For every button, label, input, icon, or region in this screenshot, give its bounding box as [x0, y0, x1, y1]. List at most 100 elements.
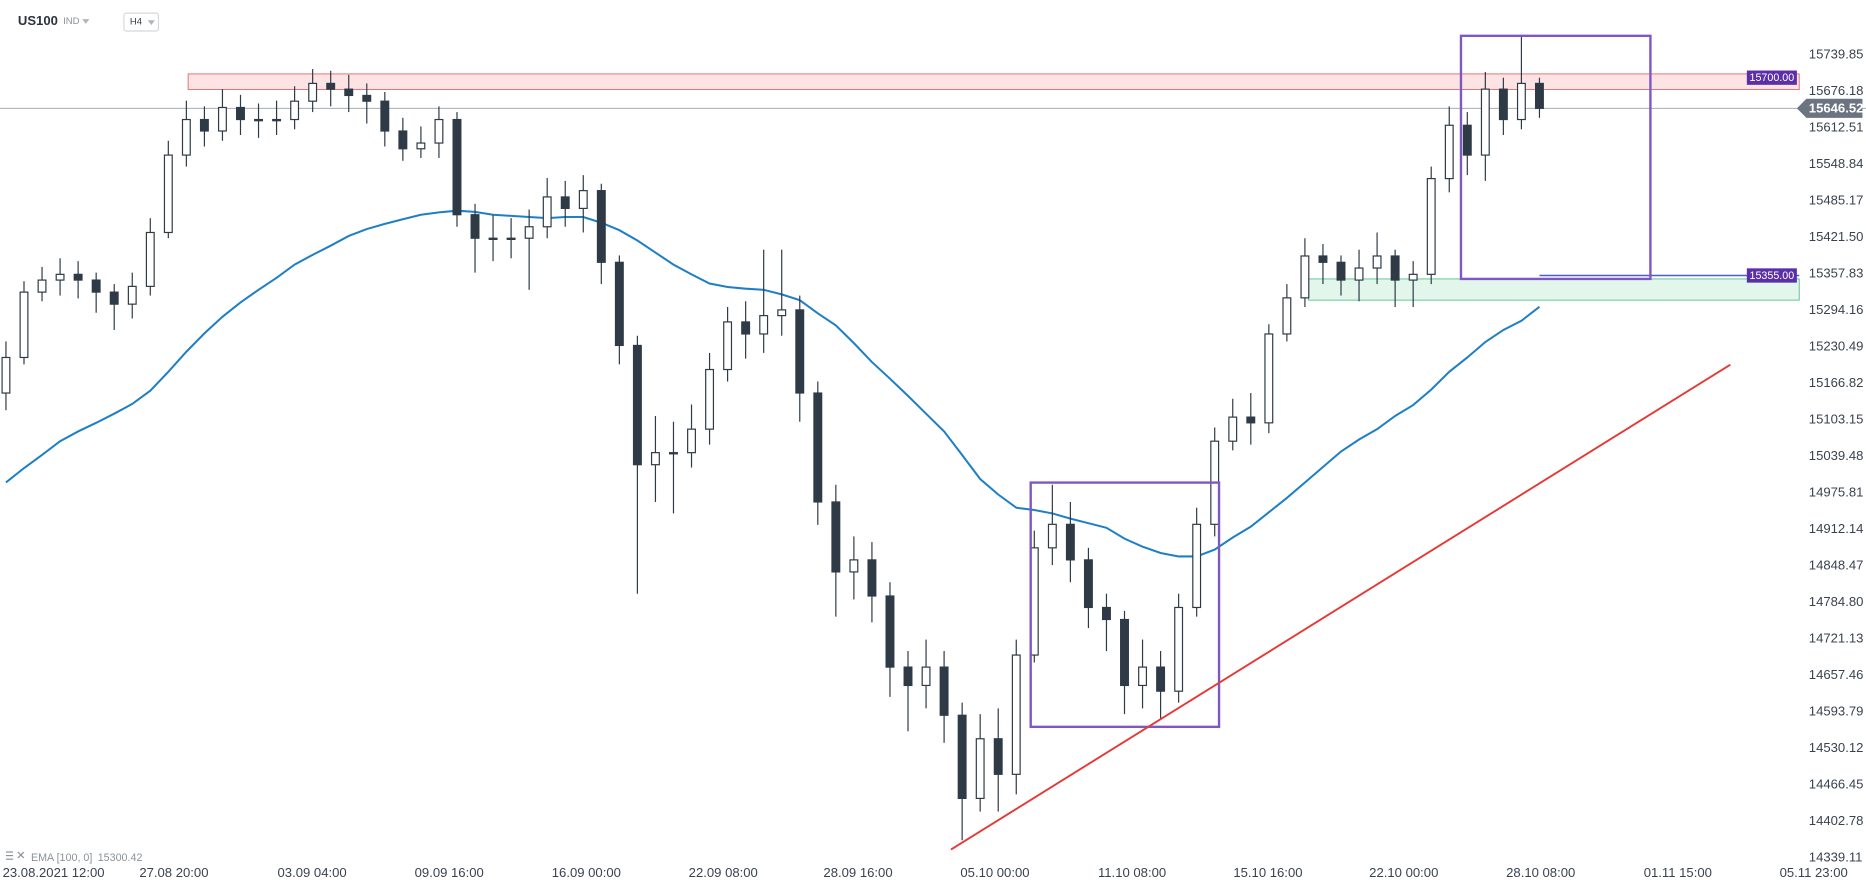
price-level-label: 15700.00: [1750, 72, 1795, 84]
x-tick-label: 16.09 00:00: [552, 865, 621, 880]
y-tick-label: 15166.82: [1809, 375, 1864, 390]
y-tick-label: 15230.49: [1809, 338, 1864, 353]
overlay: US100 IND H4 EMA [100, 0] 15300.42 15739…: [3, 12, 1864, 880]
candle-body: [344, 88, 354, 97]
candle-body: [1480, 88, 1490, 156]
candle-body: [434, 118, 444, 144]
candle-body: [73, 273, 83, 281]
candle-body: [470, 214, 480, 239]
candle-body: [308, 82, 318, 102]
x-tick-label: 28.09 16:00: [823, 865, 892, 880]
candle-body: [326, 82, 336, 90]
x-tick-label: 03.09 04:00: [278, 865, 347, 880]
candle-body: [831, 501, 841, 573]
market: IND: [63, 16, 80, 27]
y-tick-label: 14721.13: [1809, 630, 1864, 645]
candle-body: [1228, 416, 1238, 442]
candle-body: [993, 738, 1003, 775]
candle-body: [1282, 297, 1292, 335]
y-tick-label: 15548.84: [1809, 156, 1864, 171]
candle-body: [975, 738, 985, 799]
candle-body: [542, 196, 552, 228]
candle-body: [1138, 666, 1148, 687]
candle-body: [939, 666, 949, 716]
candle-body: [362, 94, 372, 102]
candle-body: [1047, 523, 1057, 549]
candle-body: [705, 368, 715, 430]
y-tick-label: 14975.81: [1809, 484, 1864, 499]
candle-body: [1120, 618, 1129, 687]
annotation-box: [1029, 481, 1221, 729]
indicator-icons[interactable]: [5, 851, 25, 860]
candle-body: [723, 321, 733, 371]
candle-body: [163, 154, 173, 234]
candle-body: [524, 226, 534, 239]
candle-body: [1, 356, 11, 394]
candle-body: [199, 118, 209, 132]
y-tick-label: 14339.11: [1809, 849, 1863, 864]
y-tick-label: 15612.51: [1809, 119, 1864, 134]
y-tick-label: 14466.45: [1809, 776, 1864, 791]
candle-body: [1498, 88, 1508, 121]
candle-body: [19, 291, 29, 359]
y-tick-label: 15357.83: [1809, 265, 1864, 280]
y-tick-label: 14530.12: [1809, 740, 1864, 755]
candle-body: [506, 237, 516, 241]
candle-body: [290, 100, 300, 121]
x-tick-label: 22.10 00:00: [1369, 865, 1438, 880]
timeframe[interactable]: H4: [130, 17, 143, 28]
x-tick-label: 23.08.2021 12:00: [3, 865, 105, 880]
y-tick-label: 15103.15: [1809, 411, 1864, 426]
candle-body: [181, 118, 191, 156]
symbol[interactable]: US100: [18, 13, 58, 28]
legend-indicator-name: EMA [100, 0]: [31, 852, 92, 864]
ema-line: [5, 209, 1541, 558]
y-tick-label: 14593.79: [1809, 703, 1864, 718]
timeframe-selector[interactable]: [123, 12, 160, 32]
candle-body: [849, 559, 859, 573]
x-tick-label: 09.09 16:00: [415, 865, 484, 880]
candle-body: [1462, 124, 1472, 156]
market-dropdown-arrow[interactable]: [82, 19, 90, 24]
y-tick-label: 15739.85: [1809, 46, 1864, 61]
candle-body: [217, 106, 227, 132]
candle-body: [921, 666, 931, 687]
candle-body: [1372, 255, 1382, 269]
candle-body: [1065, 523, 1075, 561]
timeframe-dropdown-arrow[interactable]: [147, 20, 155, 26]
candle-body: [813, 392, 823, 503]
candle-body: [1101, 606, 1111, 621]
candle-body: [596, 190, 606, 263]
candle-body: [55, 273, 65, 281]
candle-body: [380, 100, 390, 132]
candle-body: [1011, 654, 1021, 775]
candle-body: [236, 106, 245, 121]
x-tick-label: 05.11 23:00: [1780, 865, 1848, 880]
y-tick-label: 15485.17: [1809, 192, 1864, 207]
price-level-label: 15355.00: [1750, 270, 1795, 282]
candle-body: [1246, 416, 1256, 424]
y-tick-label: 14784.80: [1809, 594, 1864, 609]
candle-body: [614, 261, 624, 347]
y-tick-label: 14848.47: [1809, 557, 1864, 572]
price-level-tag: [1746, 268, 1797, 283]
candle-body: [687, 428, 696, 454]
candle-body: [1300, 255, 1310, 299]
candle-body: [91, 279, 101, 293]
candle-body: [632, 344, 642, 466]
candle-body: [1534, 82, 1544, 109]
price-zone: [187, 73, 1800, 90]
candle-body: [1156, 666, 1166, 692]
candle-body: [885, 595, 895, 668]
candle-body: [1408, 273, 1418, 281]
current-price-tag: [1796, 98, 1863, 118]
candle-body: [1426, 177, 1436, 275]
y-tick-label: 15421.50: [1809, 229, 1864, 244]
x-tick-label: 15.10 16:00: [1233, 865, 1302, 880]
candle-body: [560, 196, 570, 210]
candle-body: [416, 142, 426, 150]
candle-body: [145, 231, 155, 287]
candle-body: [759, 315, 769, 335]
